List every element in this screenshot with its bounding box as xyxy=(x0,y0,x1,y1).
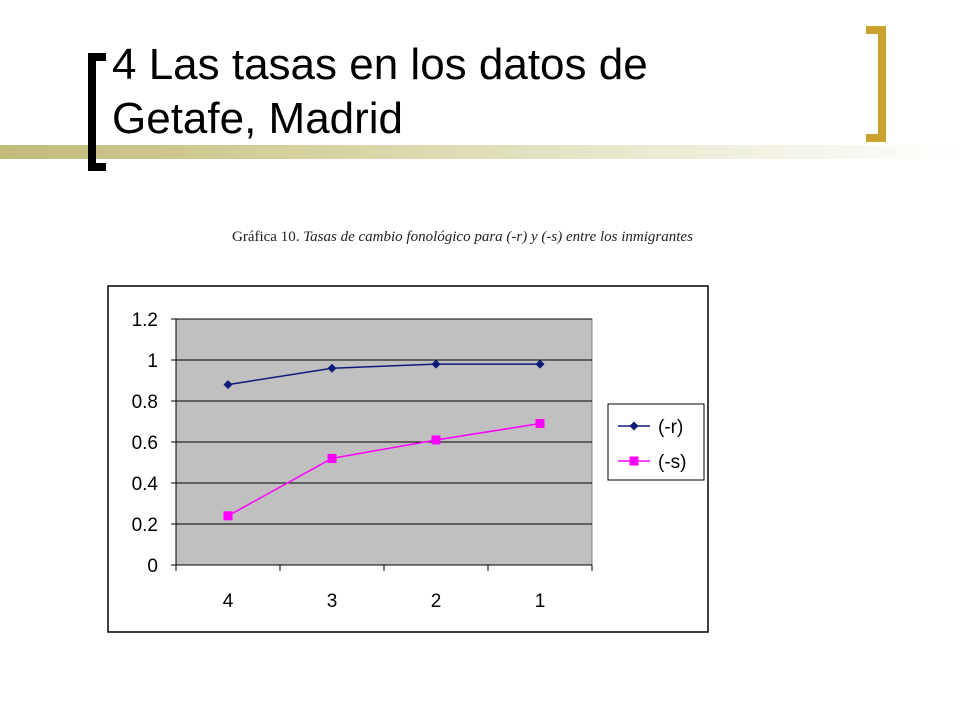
legend-marker xyxy=(629,456,639,466)
x-tick-label: 2 xyxy=(431,591,442,612)
chart-caption-text: Tasas de cambio fonológico para (-r) y (… xyxy=(303,229,693,245)
data-point-s xyxy=(327,453,337,463)
legend-box xyxy=(607,403,705,481)
series-line-r xyxy=(227,363,540,386)
chart-caption: Gráfica 10. Tasas de cambio fonológico p… xyxy=(232,229,852,246)
data-point-s xyxy=(535,419,545,429)
y-tick-label: 0.6 xyxy=(132,433,158,454)
y-tick-label: 0.8 xyxy=(132,392,158,413)
legend-label: (-s) xyxy=(658,452,686,473)
data-point-r xyxy=(223,380,233,390)
y-tick-label: 0.4 xyxy=(132,474,159,495)
right-bracket-decoration xyxy=(866,26,886,142)
data-point-r xyxy=(535,359,545,369)
y-tick-label: 0.2 xyxy=(132,515,158,536)
legend-label: (-r) xyxy=(658,417,683,438)
data-point-r xyxy=(327,363,337,373)
x-tick-label: 4 xyxy=(223,591,234,612)
slide-title-line-2: Getafe, Madrid xyxy=(112,94,404,143)
x-tick-label: 1 xyxy=(535,591,546,612)
slide-title-line-1: 4 Las tasas en los datos de xyxy=(112,40,648,89)
data-point-r xyxy=(431,359,441,369)
title-accent-line xyxy=(0,145,960,159)
y-tick-label: 0 xyxy=(147,556,158,577)
data-point-s xyxy=(223,511,233,521)
y-tick-label: 1 xyxy=(147,351,158,372)
chart-caption-label: Gráfica 10. xyxy=(232,229,300,245)
left-bracket-decoration xyxy=(88,53,106,171)
slide-title: 4 Las tasas en los datos de Getafe, Madr… xyxy=(112,38,852,146)
y-tick-label: 1.2 xyxy=(132,310,158,331)
legend-marker xyxy=(629,421,639,431)
series-line-s xyxy=(227,422,541,517)
data-point-s xyxy=(431,435,441,445)
x-tick-label: 3 xyxy=(327,591,338,612)
